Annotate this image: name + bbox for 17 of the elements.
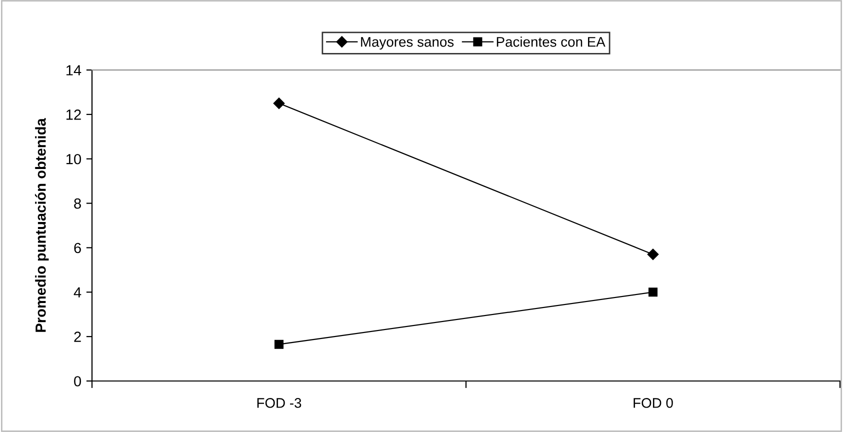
x-tick-label: FOD -3 xyxy=(257,398,302,408)
y-tick-label: 8 xyxy=(74,198,81,209)
point xyxy=(274,340,284,349)
point xyxy=(647,248,659,260)
legend-label: Pacientes con EA xyxy=(496,36,606,47)
point xyxy=(273,98,285,109)
x-tick-label: FOD 0 xyxy=(634,398,673,408)
legend-label: Mayores sanos xyxy=(361,37,454,50)
y-tick-label: 10 xyxy=(66,154,82,164)
point xyxy=(648,288,658,297)
y-tick-label: 2 xyxy=(74,332,81,342)
y-tick-label: 4 xyxy=(74,287,82,298)
y-tick-label: 12 xyxy=(66,110,81,120)
y-tick-label: 6 xyxy=(74,242,81,254)
y-tick-label: 14 xyxy=(66,65,82,76)
y-tick-label: 0 xyxy=(74,376,82,386)
y-axis-title: Promedio puntuación obtenida xyxy=(34,118,49,332)
